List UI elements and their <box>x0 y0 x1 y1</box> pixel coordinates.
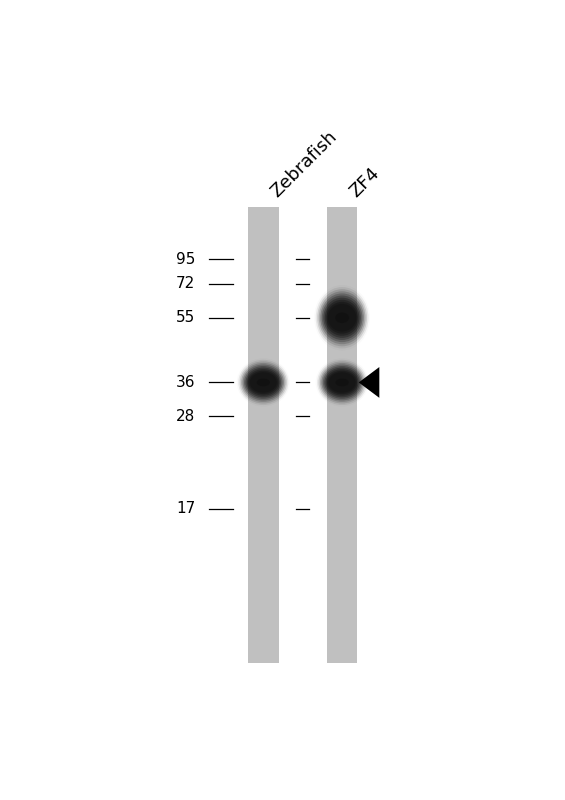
Ellipse shape <box>250 372 277 393</box>
Text: ZF4: ZF4 <box>346 164 383 201</box>
Ellipse shape <box>317 360 367 405</box>
Ellipse shape <box>329 372 355 393</box>
Ellipse shape <box>322 295 362 340</box>
Ellipse shape <box>238 360 288 405</box>
Text: 95: 95 <box>176 252 195 266</box>
Text: 72: 72 <box>176 276 195 291</box>
Ellipse shape <box>241 363 285 402</box>
Ellipse shape <box>320 363 364 402</box>
Ellipse shape <box>328 304 357 331</box>
Ellipse shape <box>257 378 270 386</box>
Ellipse shape <box>244 366 282 399</box>
Text: Zebrafish: Zebrafish <box>268 127 341 201</box>
Ellipse shape <box>319 362 366 403</box>
Ellipse shape <box>316 287 368 349</box>
Ellipse shape <box>327 302 358 334</box>
Ellipse shape <box>335 313 349 323</box>
Ellipse shape <box>319 291 366 344</box>
Ellipse shape <box>321 365 363 400</box>
Text: 17: 17 <box>176 502 195 516</box>
Ellipse shape <box>245 368 281 398</box>
Ellipse shape <box>336 378 349 386</box>
Ellipse shape <box>249 370 278 394</box>
Text: 55: 55 <box>176 310 195 326</box>
Ellipse shape <box>240 362 287 403</box>
Ellipse shape <box>320 294 364 342</box>
Ellipse shape <box>323 298 361 338</box>
Ellipse shape <box>326 369 358 396</box>
Ellipse shape <box>324 368 360 398</box>
Bar <box>248 207 279 662</box>
Ellipse shape <box>247 369 280 396</box>
Ellipse shape <box>327 370 357 394</box>
Ellipse shape <box>325 300 359 336</box>
Text: 36: 36 <box>176 375 195 390</box>
Bar <box>327 207 358 662</box>
Text: 28: 28 <box>176 409 195 424</box>
Polygon shape <box>359 367 379 398</box>
Ellipse shape <box>317 290 367 346</box>
Ellipse shape <box>323 366 362 399</box>
Ellipse shape <box>242 365 284 400</box>
